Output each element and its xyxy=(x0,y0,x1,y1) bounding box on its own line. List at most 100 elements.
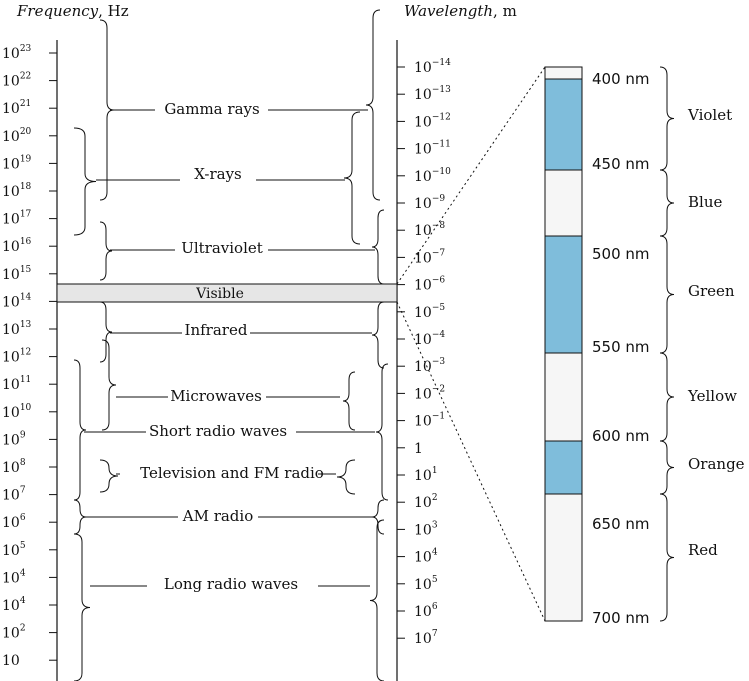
uv-brace-right xyxy=(371,209,385,285)
tick-base: 10 xyxy=(414,468,432,484)
frequency-tick-label: 1014 xyxy=(2,292,32,310)
band-label-am: AM radio xyxy=(182,507,254,525)
color-label-orange: Orange xyxy=(688,455,745,473)
wavelength-tick-label: 10−8 xyxy=(414,221,445,239)
wavelength-tick-label: 106 xyxy=(414,602,438,620)
tick-base: 10 xyxy=(414,604,432,620)
tick-exponent: 9 xyxy=(20,430,26,440)
tick-exponent: −3 xyxy=(432,357,446,367)
band-label-tvfm: Television and FM radio xyxy=(140,464,324,482)
wavelength-header: Wavelength, m xyxy=(404,2,517,20)
band-label-micro: Microwaves xyxy=(170,387,262,405)
tick-base: 10 xyxy=(2,432,20,448)
wavelength-tick-label: 10−6 xyxy=(414,276,445,294)
wavelength-tick-label: 103 xyxy=(414,520,438,538)
frequency-tick-label: 1018 xyxy=(2,182,32,200)
tick-exponent: 7 xyxy=(432,629,438,639)
frequency-tick-label: 102 xyxy=(2,624,26,642)
tick-exponent: −13 xyxy=(432,85,451,95)
frequency-tick-label: 109 xyxy=(2,430,26,448)
tick-base: 10 xyxy=(414,278,432,294)
wavelength-tick-label: 105 xyxy=(414,575,438,593)
wavelength-label: Wavelength xyxy=(404,2,493,20)
frequency-tick-label: 10 xyxy=(2,653,20,669)
wavelength-tick-label: 10−7 xyxy=(414,248,445,266)
short-brace-right xyxy=(375,363,389,501)
wavelength-tick-label: 10−1 xyxy=(414,412,445,430)
color-label-yellow: Yellow xyxy=(687,387,737,405)
nm-label: 700 nm xyxy=(592,609,650,627)
tick-base: 10 xyxy=(2,46,20,62)
frequency-tick-label: 1012 xyxy=(2,348,31,366)
color-brace-red xyxy=(659,493,675,622)
spectrum-segment xyxy=(544,78,583,171)
am-brace-right xyxy=(371,499,385,535)
tick-base: 10 xyxy=(414,305,432,321)
wavelength-tick-label: 104 xyxy=(414,548,438,566)
tick-base: 10 xyxy=(414,87,432,103)
frequency-tick-label: 1015 xyxy=(2,265,32,283)
tick-base: 10 xyxy=(2,74,20,90)
color-label-red: Red xyxy=(688,541,718,559)
tick-base: 10 xyxy=(414,142,432,158)
color-brace-violet xyxy=(659,66,675,171)
wavelength-unit: , m xyxy=(493,2,517,20)
tick-exponent: −9 xyxy=(432,194,446,204)
wavelength-tick-label: 10−9 xyxy=(414,194,445,212)
tick-exponent: 20 xyxy=(20,127,32,137)
tick-exponent: 4 xyxy=(20,568,26,578)
zoom-line-bottom xyxy=(396,301,546,622)
frequency-label: Frequency xyxy=(16,2,99,20)
tick-base: 10 xyxy=(2,626,20,642)
tick-exponent: 10 xyxy=(20,403,32,413)
band-labels: Gamma rays X-rays Ultraviolet Infrared M… xyxy=(140,100,324,593)
tick-base: 10 xyxy=(414,250,432,266)
frequency-tick-label: 1013 xyxy=(2,320,32,338)
frequency-tick-label: 1017 xyxy=(2,210,32,228)
tick-exponent: −1 xyxy=(432,412,445,422)
long-brace-right xyxy=(369,519,385,681)
frequency-tick-label: 1011 xyxy=(2,375,31,393)
tick-base: 10 xyxy=(414,631,432,647)
tick-base: 10 xyxy=(2,377,20,393)
frequency-tick-label: 105 xyxy=(2,541,26,559)
tick-exponent: 5 xyxy=(432,575,438,585)
ir-brace-left xyxy=(99,301,113,363)
tick-exponent: 22 xyxy=(20,72,31,82)
tick-exponent: −14 xyxy=(432,58,451,68)
tick-exponent: 2 xyxy=(432,493,438,503)
wavelength-tick-label: 10−3 xyxy=(414,357,445,375)
tick-exponent: −2 xyxy=(432,384,445,394)
frequency-tick-label: 1016 xyxy=(2,237,32,255)
tick-base: 10 xyxy=(2,156,20,172)
frequency-tick-label: 1022 xyxy=(2,72,31,90)
spectrum-segment xyxy=(544,440,583,495)
nm-label: 550 nm xyxy=(592,338,650,356)
frequency-tick-label: 1020 xyxy=(2,127,32,145)
tick-base: 10 xyxy=(414,196,432,212)
tick-exponent: 1 xyxy=(432,466,438,476)
frequency-tick-label: 1019 xyxy=(2,154,32,172)
frequency-tick-label: 106 xyxy=(2,513,26,531)
color-label-blue: Blue xyxy=(688,193,722,211)
long-brace-left xyxy=(73,533,91,681)
wavelength-tick-label: 10−13 xyxy=(414,85,451,103)
color-labels: Violet Blue Green Yellow Orange Red xyxy=(687,106,745,559)
band-label-short: Short radio waves xyxy=(149,422,287,440)
tick-base: 10 xyxy=(414,223,432,239)
tick-base: 10 xyxy=(2,101,20,117)
tick-exponent: 23 xyxy=(20,44,32,54)
tick-base: 10 xyxy=(2,598,20,614)
tick-base: 10 xyxy=(2,460,20,476)
tick-exponent: 11 xyxy=(20,375,31,385)
tick-base: 10 xyxy=(2,488,20,504)
tick-base: 10 xyxy=(2,515,20,531)
tick-base: 10 xyxy=(414,495,432,511)
color-brace-green xyxy=(659,235,675,354)
tick-exponent: 21 xyxy=(20,99,31,109)
wavelength-ticks: 10−1410−1310−1210−1110−1010−910−810−710−… xyxy=(397,58,451,647)
tick-base: 10 xyxy=(2,184,20,200)
tick-exponent: −11 xyxy=(432,140,451,150)
tick-exponent: 19 xyxy=(20,154,32,164)
band-label-xray: X-rays xyxy=(194,165,242,183)
